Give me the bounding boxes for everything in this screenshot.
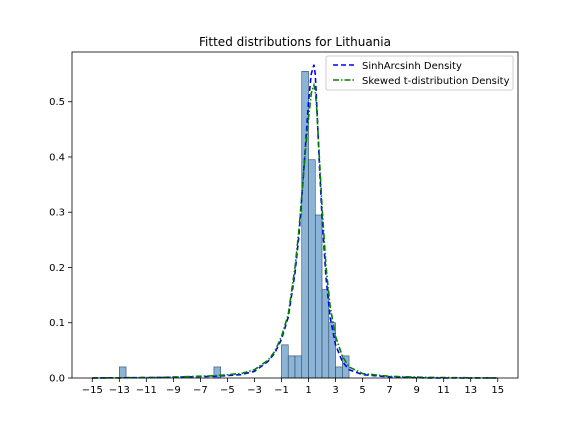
x-tick-label: −13 [109,385,130,396]
x-tick-label: 13 [464,385,477,396]
axes-frame [71,51,519,379]
histogram-bar [294,355,303,379]
x-tick-label: 1 [305,385,311,396]
histogram-bar [314,214,323,379]
x-tick-label: 7 [386,385,392,396]
legend-box [325,55,514,91]
x-tick-label: −3 [247,385,262,396]
x-tick-label: 5 [359,385,365,396]
sinharcsinh-density-line [92,64,498,379]
chart-title: Fitted distributions for Lithuania [199,35,391,49]
x-tick-label: −1 [274,385,289,396]
x-tick-label: 3 [332,385,338,396]
y-tick-label: 0.3 [49,208,65,219]
axes [71,51,519,379]
histogram-bar [308,159,316,379]
x-tick-label: −9 [166,385,181,396]
y-tick-label: 0.4 [49,152,65,163]
x-tick-label: −15 [82,385,103,396]
y-axis-ticks: 0.0 0.1 0.2 0.3 0.4 0.5 [49,97,72,385]
histogram-bar [301,71,309,379]
histogram-bar [321,289,330,379]
histogram-bar [335,366,343,379]
histogram-bar [119,366,127,379]
x-tick-label: −11 [136,385,157,396]
legend-label-sinharcsinh: SinhArcsinh Density [362,61,462,72]
histogram-bar [328,322,336,379]
y-tick-label: 0.0 [49,374,65,385]
histogram-bars [119,71,350,379]
legend: SinhArcsinh Density Skewed t-distributio… [325,55,514,91]
x-tick-label: 9 [413,385,419,396]
legend-label-skewed-t: Skewed t-distribution Density [362,76,510,87]
y-tick-label: 0.1 [49,318,65,329]
y-tick-label: 0.5 [49,97,65,108]
skewed-t-density-line [92,82,498,379]
y-tick-label: 0.2 [49,263,65,274]
histogram-bar [287,355,296,379]
x-axis-ticks: −15 −13 −11 −9 −7 −5 −3 −1 1 3 5 7 9 11 13 15 [82,378,504,396]
x-tick-label: 15 [491,385,504,396]
x-tick-label: −5 [220,385,235,396]
x-tick-label: 11 [437,385,450,396]
density-lines [92,64,498,379]
x-tick-label: −7 [193,385,208,396]
histogram-bar [342,355,350,379]
histogram-bar [281,344,289,379]
